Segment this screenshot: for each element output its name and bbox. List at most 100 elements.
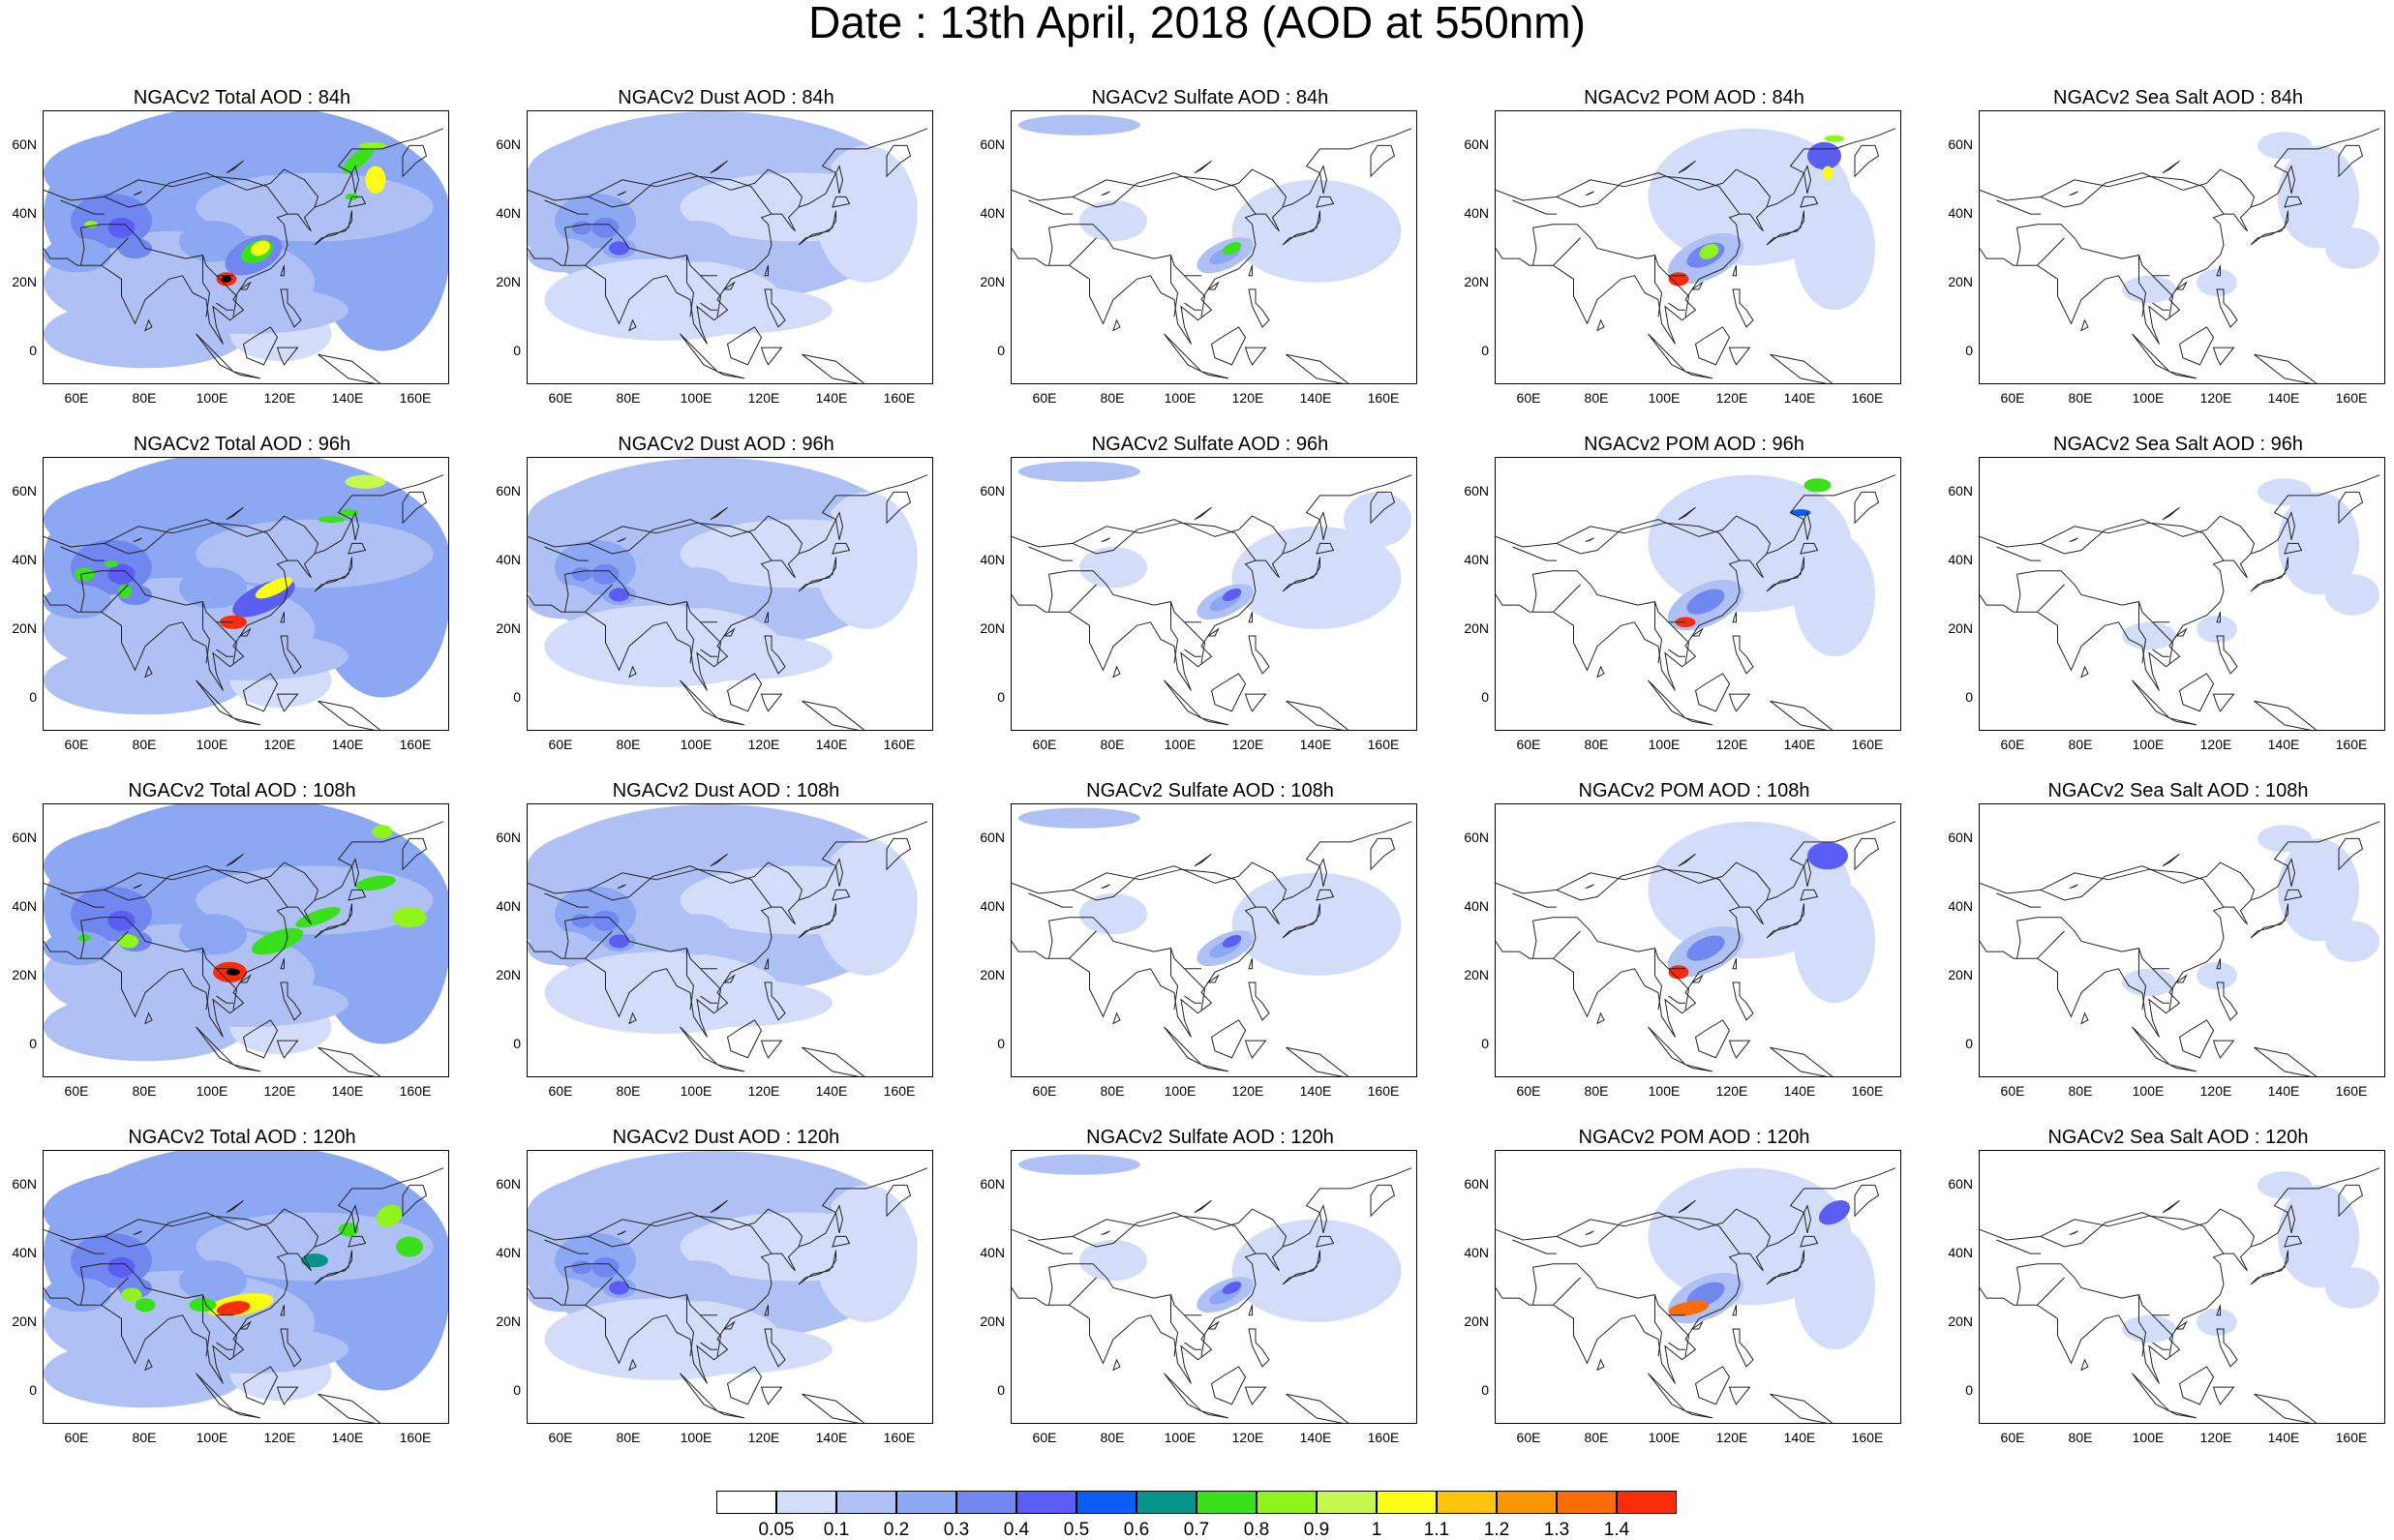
aod-map <box>1495 457 1901 731</box>
figure-title: Date : 13th April, 2018 (AOD at 550nm) <box>808 0 1586 47</box>
panel-title: NGACv2 Sea Salt AOD : 108h <box>2047 780 2309 801</box>
lon-tick-label: 140E <box>1299 390 1332 406</box>
aod-shading <box>392 907 427 928</box>
panel-title: NGACv2 Total AOD : 108h <box>128 780 356 801</box>
colorbar-label: 1.2 <box>1483 1520 1510 1540</box>
lat-tick-label: 0 <box>1965 688 1973 705</box>
lon-tick-label: 140E <box>331 1430 364 1445</box>
panel-title: NGACv2 Dust AOD : 84h <box>618 87 834 108</box>
aod-shading <box>528 237 595 273</box>
aod-shading <box>179 1260 247 1302</box>
lat-tick-label: 40N <box>980 552 1005 568</box>
lon-tick-label: 120E <box>1231 1083 1264 1099</box>
lon-tick-label: 80E <box>2068 1430 2093 1445</box>
lon-tick-label: 140E <box>1783 390 1816 406</box>
colorbar-label: 0.3 <box>943 1520 970 1540</box>
aod-map <box>43 803 449 1077</box>
lat-tick-label: 20N <box>980 273 1005 289</box>
panel-title: NGACv2 Total AOD : 84h <box>133 87 351 108</box>
colorbar-swatch <box>836 1491 896 1514</box>
aod-shading <box>338 509 359 517</box>
lat-tick-label: 40N <box>980 205 1005 222</box>
aod-shading <box>629 979 833 1027</box>
lon-tick-label: 60E <box>64 1430 89 1445</box>
aod-shading <box>1079 1240 1147 1282</box>
lon-tick-label: 120E <box>263 390 296 406</box>
lat-tick-label: 0 <box>513 342 521 358</box>
map-panel-total-84h: NGACv2 Total AOD : 84h 60N 40N 20N 0 60E 80E 10… <box>0 87 484 416</box>
aod-shading <box>1794 1225 1875 1350</box>
map-panel-pom-96h: NGACv2 POM AOD : 96h 60N 40N 20N 0 60E 80E 100E… <box>1452 434 1936 763</box>
colorbar-label: 0.5 <box>1063 1520 1090 1540</box>
lon-tick-label: 160E <box>399 1083 432 1099</box>
aod-map <box>1979 1150 2385 1424</box>
colorbar-swatch <box>1197 1491 1257 1514</box>
lon-tick-label: 160E <box>1851 737 1884 752</box>
map-panel-sulfate-108h: NGACv2 Sulfate AOD : 108h 60N 40N 20N 0 60E 80… <box>968 780 1452 1109</box>
lon-tick-label: 80E <box>2068 737 2093 752</box>
lat-tick-label: 20N <box>1948 619 1973 636</box>
lon-tick-label: 60E <box>1516 737 1541 752</box>
lon-tick-label: 160E <box>883 390 916 406</box>
lat-tick-label: 20N <box>1464 273 1489 289</box>
aod-map-svg <box>528 804 928 1076</box>
lat-tick-label: 0 <box>29 1381 37 1398</box>
aod-shading <box>338 1223 359 1237</box>
panel-title: NGACv2 Dust AOD : 108h <box>612 780 840 801</box>
aod-shading <box>77 934 91 942</box>
aod-shading <box>251 927 304 955</box>
colorbar-label: 0.8 <box>1243 1520 1270 1540</box>
lon-tick-label: 60E <box>1516 390 1541 406</box>
lon-tick-label: 100E <box>2132 737 2165 752</box>
aod-shading <box>1018 1154 1140 1175</box>
lon-tick-label: 160E <box>2335 1430 2368 1445</box>
lon-tick-label: 120E <box>2199 390 2232 406</box>
aod-shading <box>609 241 629 256</box>
lat-tick-label: 60N <box>12 483 37 499</box>
lon-tick-label: 100E <box>196 1083 228 1099</box>
lon-tick-label: 160E <box>2335 737 2368 752</box>
panel-title: NGACv2 Dust AOD : 96h <box>618 434 834 455</box>
lat-tick-label: 0 <box>29 688 37 705</box>
aod-shading <box>44 237 111 273</box>
lat-tick-label: 40N <box>12 552 37 568</box>
lat-tick-label: 0 <box>513 1381 521 1398</box>
aod-shading <box>44 930 111 966</box>
lon-tick-label: 80E <box>132 737 157 752</box>
lon-tick-label: 140E <box>1783 1083 1816 1099</box>
aod-shading <box>2258 825 2312 853</box>
lon-tick-label: 160E <box>1367 737 1400 752</box>
colorbar-label: 0.2 <box>883 1520 910 1540</box>
colorbar-swatch <box>716 1491 776 1514</box>
aod-shading <box>1222 588 1242 602</box>
lon-tick-label: 60E <box>1516 1430 1541 1445</box>
colorbar-label: 0.6 <box>1123 1520 1150 1540</box>
colorbar-label: 1.3 <box>1543 1520 1570 1540</box>
lon-tick-label: 60E <box>64 1083 89 1099</box>
map-panel-seasalt-108h: NGACv2 Sea Salt AOD : 108h 60N 40N 20N 0 60E 8… <box>1936 780 2394 1109</box>
panel-title: NGACv2 Sulfate AOD : 120h <box>1086 1127 1334 1148</box>
lat-tick-label: 60N <box>1464 483 1489 499</box>
aod-shading <box>342 144 376 174</box>
panel-title: NGACv2 Sea Salt AOD : 120h <box>2047 1127 2309 1148</box>
lon-tick-label: 100E <box>680 1083 712 1099</box>
aod-map-svg <box>44 111 448 383</box>
aod-shading <box>84 221 98 228</box>
lat-tick-label: 60N <box>1464 136 1489 153</box>
aod-map-svg <box>1980 474 2380 730</box>
aod-map <box>43 457 449 731</box>
map-panel-sulfate-84h: NGACv2 Sulfate AOD : 84h 60N 40N 20N 0 60E 80E… <box>968 87 1452 416</box>
lon-tick-label: 80E <box>2068 390 2093 406</box>
lon-tick-label: 60E <box>64 737 89 752</box>
lon-tick-label: 80E <box>616 1430 641 1445</box>
lon-tick-label: 160E <box>1851 1430 1884 1445</box>
lat-tick-label: 0 <box>513 688 521 705</box>
aod-shading <box>107 910 136 931</box>
aod-shading <box>1686 589 1725 615</box>
lon-tick-label: 120E <box>1231 390 1264 406</box>
aod-shading <box>135 1298 156 1313</box>
aod-shading <box>179 567 247 609</box>
lon-tick-label: 100E <box>2132 1083 2165 1099</box>
aod-shading <box>145 632 348 680</box>
lat-tick-label: 20N <box>12 273 37 289</box>
